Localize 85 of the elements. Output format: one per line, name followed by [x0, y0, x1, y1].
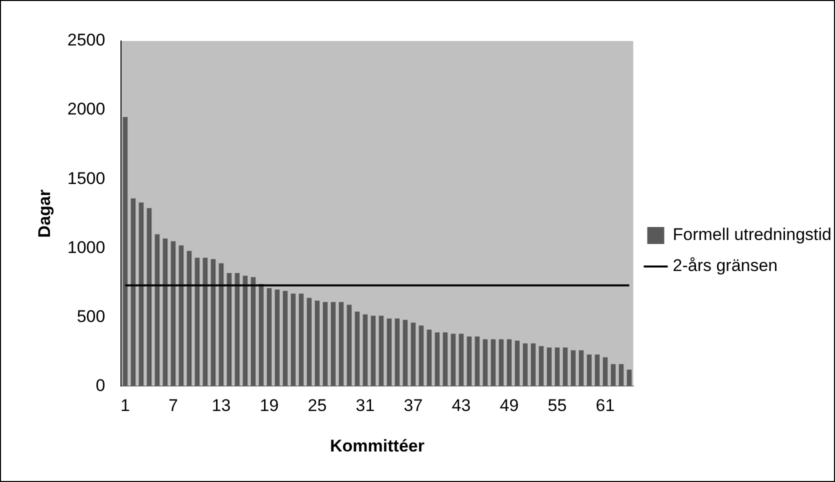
bar [138, 202, 144, 386]
bar [410, 322, 416, 386]
bar [618, 364, 624, 386]
bar [450, 334, 456, 386]
bar [146, 208, 152, 386]
x-tick-label: 37 [404, 396, 423, 416]
bar [162, 238, 168, 386]
bar [274, 290, 280, 386]
bar [426, 330, 432, 386]
bar [186, 250, 192, 386]
bar [522, 343, 528, 386]
bar [546, 348, 552, 386]
bar [290, 294, 296, 386]
bar [402, 320, 408, 386]
x-tick-label: 31 [356, 396, 375, 416]
bar [178, 245, 184, 386]
bar [594, 354, 600, 386]
bar [442, 332, 448, 386]
bar [562, 348, 568, 386]
bar [338, 302, 344, 386]
bar [202, 258, 208, 386]
bar [434, 332, 440, 386]
x-tick-label: 25 [308, 396, 327, 416]
x-tick-label: 43 [452, 396, 471, 416]
bar [506, 339, 512, 386]
legend-label: Formell utredningstid [672, 225, 832, 244]
bar [298, 294, 304, 386]
bar [250, 277, 256, 386]
bar [490, 339, 496, 386]
bar [330, 302, 336, 386]
bar [170, 241, 176, 386]
bar [610, 364, 616, 386]
bar [586, 354, 592, 386]
x-axis-title: Kommittéer [330, 436, 425, 456]
bar [354, 312, 360, 386]
bar [498, 339, 504, 386]
bar [194, 258, 200, 386]
bar [466, 336, 472, 386]
bar [346, 304, 352, 386]
y-tick-label: 2000 [67, 100, 106, 119]
bar [226, 272, 232, 386]
x-tick-label: 1 [120, 396, 130, 416]
bar [386, 318, 392, 386]
bar [530, 343, 536, 386]
x-tick-label: 7 [168, 396, 178, 416]
bar [314, 300, 320, 386]
bar [122, 116, 128, 386]
bar [258, 284, 264, 386]
y-tick-label: 0 [96, 376, 106, 395]
bar [218, 263, 224, 386]
bar [234, 272, 240, 386]
bar [554, 348, 560, 386]
x-tick-label: 61 [596, 396, 615, 416]
bar [482, 339, 488, 386]
bar [362, 314, 368, 386]
x-tick-label: 49 [500, 396, 519, 416]
bar [322, 302, 328, 386]
x-tick-label: 13 [212, 396, 231, 416]
bar [578, 350, 584, 386]
bar [474, 336, 480, 386]
y-tick-label: 500 [76, 306, 106, 326]
bar [378, 316, 384, 386]
x-tick-label: 55 [548, 396, 567, 416]
bar [282, 290, 288, 386]
bar [626, 370, 632, 386]
bar [602, 357, 608, 386]
bar [370, 316, 376, 386]
bar [538, 346, 544, 386]
x-tick-label: 19 [260, 396, 279, 416]
bar [514, 340, 520, 386]
bar [394, 318, 400, 386]
bar [154, 234, 160, 386]
y-tick-label: 2500 [67, 30, 106, 50]
bar [130, 198, 136, 386]
bar [418, 325, 424, 386]
y-tick-label: 1500 [67, 168, 106, 188]
y-axis-title: Dagar [34, 189, 54, 238]
bar [210, 259, 216, 386]
bar [458, 334, 464, 386]
bar [570, 350, 576, 386]
bar [242, 276, 248, 386]
y-tick-label: 1000 [67, 238, 106, 257]
bar [306, 298, 312, 386]
legend-label: 2-års gränsen [672, 256, 778, 276]
bar [266, 288, 272, 386]
